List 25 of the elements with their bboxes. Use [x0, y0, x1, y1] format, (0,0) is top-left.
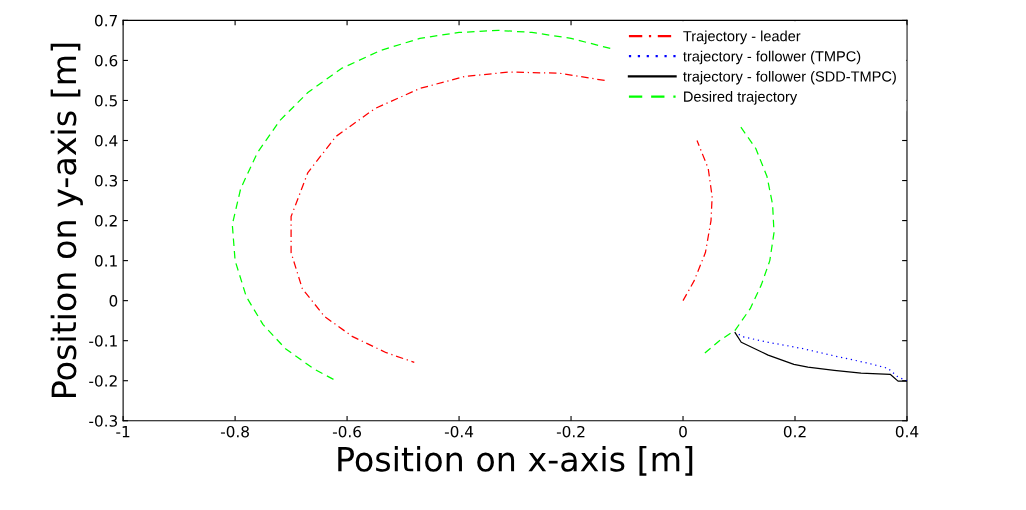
y-tick-label: -0.3 [89, 415, 118, 427]
y-tick-label: -0.1 [89, 335, 117, 347]
y-tick-label: 0.7 [94, 14, 117, 27]
y-tick-label: 0.5 [94, 94, 117, 107]
y-tick-label: -0.2 [89, 375, 117, 387]
legend-label: trajectory - follower (TMPC) [683, 50, 861, 65]
x-tick-label: 0.4 [895, 425, 919, 438]
y-tick-label: 0.3 [94, 175, 118, 187]
y-tick-label: 0.4 [94, 134, 118, 147]
y-tick-label: 0.2 [94, 215, 117, 227]
x-tick-label: -0.4 [444, 425, 474, 438]
y-tick-label: 0.1 [94, 255, 117, 267]
x-tick-label: -0.6 [332, 425, 362, 438]
x-tick-label: 0 [679, 425, 687, 438]
y-tick-label: 0 [109, 295, 118, 307]
x-axis-title: Position on x-axis [m] [338, 445, 693, 476]
legend-label: Desired trajectory [684, 91, 798, 105]
y-axis-title: Position on y-axis [m] [50, 43, 83, 398]
x-tick-label: -0.8 [220, 425, 249, 438]
x-tick-label: -1 [116, 426, 130, 438]
legend-label: Trajectory - leader [683, 30, 801, 45]
x-tick-label: -0.2 [556, 425, 585, 438]
x-tick-label: 0.2 [783, 425, 806, 438]
y-tick-label: 0.6 [94, 54, 118, 67]
legend-label: trajectory - follower (SDD-TMPC) [683, 70, 896, 85]
